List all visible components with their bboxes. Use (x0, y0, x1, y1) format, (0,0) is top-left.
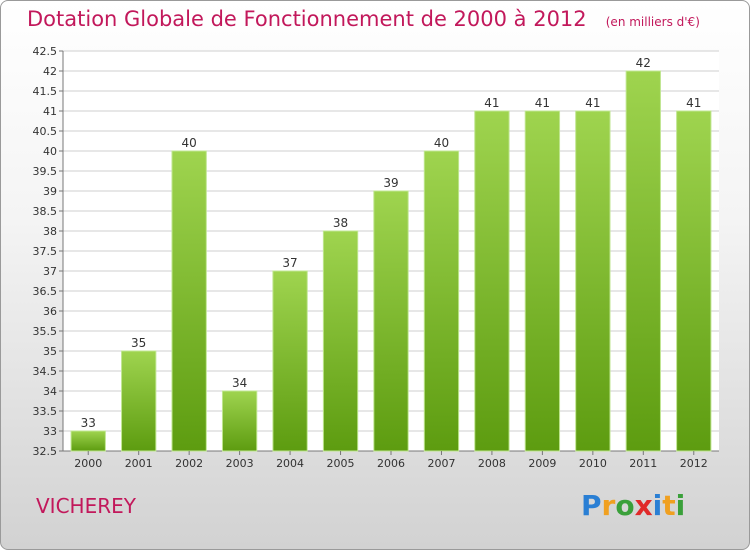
bar (524, 110, 561, 452)
y-tick-label: 36 (43, 305, 57, 318)
x-tick-label: 2011 (629, 457, 657, 470)
x-tick-label: 2008 (478, 457, 506, 470)
bar-data-label: 41 (484, 96, 499, 110)
y-tick-label: 39 (43, 185, 57, 198)
bar-data-label: 40 (434, 136, 449, 150)
bar-data-label: 38 (333, 216, 348, 230)
bar (474, 110, 510, 452)
y-tick-label: 39.5 (33, 165, 58, 178)
y-tick-label: 38.5 (33, 205, 58, 218)
bar (272, 270, 308, 452)
x-tick-label: 2007 (427, 457, 455, 470)
y-tick-label: 35.5 (33, 325, 58, 338)
bar (171, 150, 207, 452)
bar (121, 350, 157, 452)
x-tick-label: 2006 (377, 457, 405, 470)
y-tick-label: 41 (43, 105, 57, 118)
bar (322, 230, 359, 452)
bar-data-label: 37 (282, 256, 297, 270)
bar (676, 110, 712, 452)
x-tick-label: 2003 (226, 457, 254, 470)
y-tick-label: 33 (43, 425, 57, 438)
y-tick-label: 34 (43, 385, 57, 398)
y-tick-label: 40 (43, 145, 57, 158)
chart-unit: (en milliers d'€) (605, 15, 700, 29)
x-tick-label: 2004 (276, 457, 304, 470)
y-tick-label: 37 (43, 265, 57, 278)
y-tick-label: 33.5 (33, 405, 58, 418)
x-tick-label: 2002 (175, 457, 203, 470)
y-tick-label: 37.5 (33, 245, 58, 258)
y-tick-label: 40.5 (33, 125, 58, 138)
bar-data-label: 33 (81, 416, 96, 430)
x-tick-label: 2009 (528, 457, 556, 470)
y-tick-label: 38 (43, 225, 57, 238)
bar (575, 110, 611, 452)
y-tick-label: 42.5 (33, 45, 58, 58)
x-tick-label: 2012 (680, 457, 708, 470)
bar-data-label: 35 (131, 336, 146, 350)
y-tick-label: 32.5 (33, 445, 58, 458)
bar-data-label: 39 (383, 176, 398, 190)
bar (373, 190, 409, 452)
y-tick-label: 42 (43, 65, 57, 78)
x-tick-label: 2005 (327, 457, 355, 470)
bar-data-label: 34 (232, 376, 247, 390)
x-tick-label: 2000 (74, 457, 102, 470)
chart-title: Dotation Globale de Fonctionnement de 20… (27, 7, 587, 31)
x-tick-label: 2010 (579, 457, 607, 470)
bar-data-label: 41 (535, 96, 550, 110)
place-name: VICHEREY (36, 494, 136, 518)
bar (70, 430, 106, 452)
y-tick-label: 41.5 (33, 85, 58, 98)
x-tick-label: 2001 (125, 457, 153, 470)
bar-data-label: 42 (636, 56, 651, 70)
y-tick-label: 34.5 (33, 365, 58, 378)
proxiti-logo: Proxiti (581, 489, 686, 522)
chart-title-block: Dotation Globale de Fonctionnement de 20… (27, 7, 700, 31)
bar (625, 70, 661, 452)
y-tick-label: 36.5 (33, 285, 58, 298)
bar-data-label: 40 (182, 136, 197, 150)
bar-data-label: 41 (686, 96, 701, 110)
bar-data-label: 41 (585, 96, 600, 110)
y-tick-label: 35 (43, 345, 57, 358)
bar (423, 150, 460, 452)
bar (221, 390, 258, 452)
